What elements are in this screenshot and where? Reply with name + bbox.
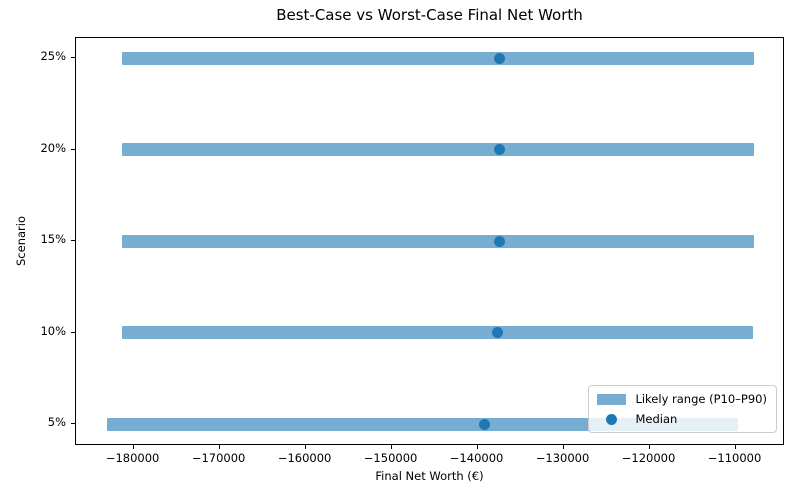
legend-label-range: Likely range (P10–P90)	[635, 392, 767, 406]
median-dot-swatch-icon	[606, 413, 618, 425]
legend-item-median: Median	[597, 411, 767, 427]
legend-swatch-wrap	[597, 413, 626, 425]
y-axis-label: Scenario	[14, 216, 28, 266]
range-bar-5%	[106, 417, 739, 431]
legend-item-range: Likely range (P10–P90)	[597, 391, 767, 407]
plot-area: Likely range (P10–P90) Median	[75, 37, 784, 445]
x-tick-mark	[218, 445, 220, 449]
x-tick-mark	[304, 445, 306, 449]
legend: Likely range (P10–P90) Median	[588, 385, 777, 433]
y-tick-mark	[71, 148, 75, 150]
y-tick-mark	[71, 423, 75, 425]
range-bar-swatch-icon	[597, 393, 627, 405]
range-bar-15%	[121, 234, 755, 248]
x-tick-label: −120000	[621, 451, 676, 465]
range-bar-20%	[121, 143, 755, 157]
x-axis-label: Final Net Worth (€)	[375, 469, 484, 483]
x-tick-label: −170000	[191, 451, 246, 465]
legend-label-median: Median	[635, 412, 678, 426]
x-tick-label: −110000	[707, 451, 762, 465]
median-dot-5%	[478, 418, 490, 430]
median-dot-15%	[493, 235, 505, 247]
x-tick-label: −150000	[363, 451, 418, 465]
x-tick-mark	[476, 445, 478, 449]
y-tick-mark	[71, 331, 75, 333]
x-tick-label: −160000	[277, 451, 332, 465]
x-tick-mark	[390, 445, 392, 449]
chart-title: Best-Case vs Worst-Case Final Net Worth	[276, 6, 583, 24]
y-tick-label: 25%	[40, 49, 66, 64]
y-tick-mark	[71, 240, 75, 242]
x-tick-mark	[648, 445, 650, 449]
range-bar-10%	[121, 326, 753, 340]
y-tick-label: 10%	[40, 323, 66, 338]
median-dot-10%	[491, 327, 503, 339]
y-tick-label: 15%	[40, 232, 66, 247]
x-tick-mark	[734, 445, 736, 449]
median-dot-25%	[494, 52, 506, 64]
legend-swatch-wrap	[597, 393, 627, 405]
x-tick-mark	[132, 445, 134, 449]
x-tick-mark	[562, 445, 564, 449]
range-bar-25%	[121, 51, 755, 65]
x-tick-label: −180000	[105, 451, 160, 465]
y-tick-label: 5%	[47, 415, 66, 430]
median-dot-20%	[494, 144, 506, 156]
y-tick-mark	[71, 57, 75, 59]
x-tick-label: −140000	[449, 451, 504, 465]
y-tick-label: 20%	[40, 140, 66, 155]
x-tick-label: −130000	[535, 451, 590, 465]
